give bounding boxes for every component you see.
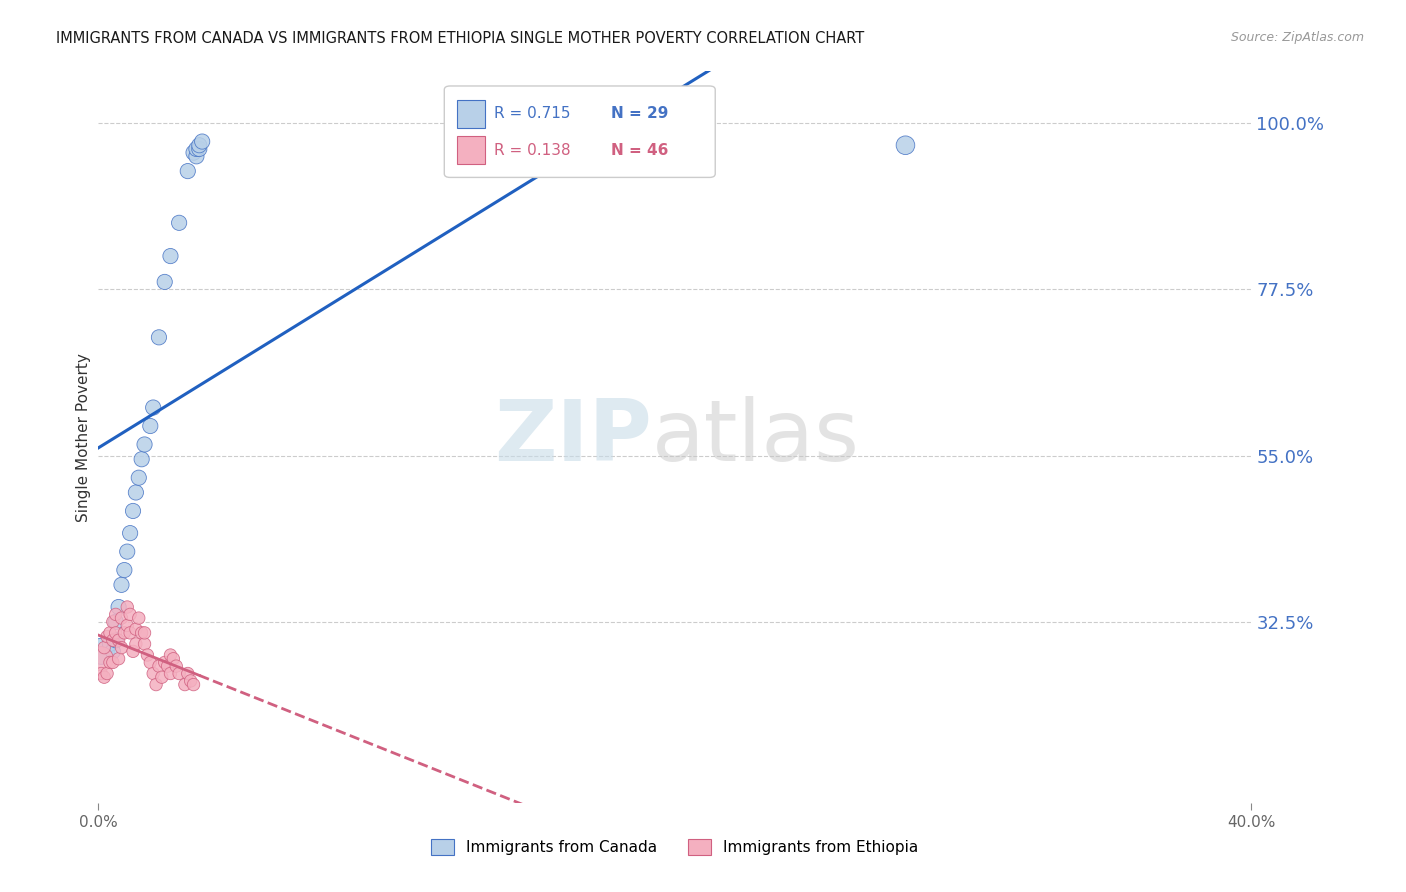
- Point: [120, 607, 142, 622]
- Point: [134, 437, 156, 451]
- Point: [112, 563, 135, 577]
- Point: [107, 651, 129, 665]
- Point: [117, 600, 139, 615]
- Point: [188, 138, 211, 153]
- Point: [120, 625, 142, 640]
- Point: [104, 607, 127, 622]
- Point: [148, 330, 170, 344]
- Point: [107, 633, 129, 648]
- Point: [93, 670, 115, 684]
- Point: [125, 485, 148, 500]
- Point: [186, 142, 208, 156]
- Point: [104, 625, 127, 640]
- Point: [112, 625, 135, 640]
- Point: [122, 504, 145, 518]
- Point: [117, 618, 139, 632]
- Point: [110, 640, 132, 655]
- Y-axis label: Single Mother Poverty: Single Mother Poverty: [76, 352, 91, 522]
- Point: [134, 625, 156, 640]
- Point: [125, 622, 148, 636]
- Legend: Immigrants from Canada, Immigrants from Ethiopia: Immigrants from Canada, Immigrants from …: [425, 833, 925, 861]
- Point: [145, 677, 167, 691]
- Text: Source: ZipAtlas.com: Source: ZipAtlas.com: [1230, 31, 1364, 45]
- Text: R = 0.138: R = 0.138: [494, 143, 571, 158]
- Point: [131, 625, 153, 640]
- Text: N = 46: N = 46: [612, 143, 669, 158]
- Point: [98, 637, 121, 651]
- Text: N = 29: N = 29: [612, 106, 669, 121]
- Point: [188, 142, 211, 156]
- Point: [110, 611, 132, 625]
- Point: [174, 677, 197, 691]
- Point: [131, 452, 153, 467]
- Point: [180, 673, 202, 688]
- Point: [122, 644, 145, 658]
- Point: [142, 666, 165, 681]
- Point: [101, 644, 124, 658]
- Point: [156, 659, 179, 673]
- Point: [107, 600, 129, 615]
- Point: [167, 666, 190, 681]
- Point: [183, 677, 205, 691]
- Point: [177, 164, 200, 178]
- Point: [177, 666, 200, 681]
- FancyBboxPatch shape: [457, 100, 485, 128]
- Point: [894, 138, 917, 153]
- Point: [186, 149, 208, 163]
- Text: atlas: atlas: [652, 395, 860, 479]
- Point: [167, 216, 190, 230]
- Point: [159, 648, 181, 662]
- Point: [93, 640, 115, 655]
- Point: [159, 666, 181, 681]
- Point: [128, 611, 150, 625]
- Point: [153, 275, 176, 289]
- Point: [139, 656, 162, 670]
- Point: [104, 615, 127, 629]
- Point: [159, 249, 181, 263]
- Point: [165, 659, 187, 673]
- Point: [191, 135, 214, 149]
- Text: IMMIGRANTS FROM CANADA VS IMMIGRANTS FROM ETHIOPIA SINGLE MOTHER POVERTY CORRELA: IMMIGRANTS FROM CANADA VS IMMIGRANTS FRO…: [56, 31, 865, 46]
- Point: [183, 145, 205, 160]
- Point: [110, 578, 132, 592]
- Point: [128, 471, 150, 485]
- Point: [153, 656, 176, 670]
- Point: [120, 526, 142, 541]
- Text: ZIP: ZIP: [494, 395, 652, 479]
- Point: [101, 615, 124, 629]
- Point: [90, 644, 112, 658]
- Point: [98, 656, 121, 670]
- Point: [134, 637, 156, 651]
- Point: [90, 651, 112, 665]
- Text: R = 0.715: R = 0.715: [494, 106, 571, 121]
- Point: [142, 401, 165, 415]
- Point: [101, 633, 124, 648]
- Point: [98, 625, 121, 640]
- Point: [101, 656, 124, 670]
- Point: [148, 659, 170, 673]
- Point: [136, 648, 159, 662]
- Point: [90, 666, 112, 681]
- Point: [139, 419, 162, 434]
- Point: [104, 633, 127, 648]
- FancyBboxPatch shape: [457, 136, 485, 164]
- Point: [150, 670, 173, 684]
- Point: [162, 651, 184, 665]
- FancyBboxPatch shape: [444, 86, 716, 178]
- Point: [117, 544, 139, 558]
- Point: [96, 630, 118, 644]
- Point: [96, 666, 118, 681]
- Point: [125, 637, 148, 651]
